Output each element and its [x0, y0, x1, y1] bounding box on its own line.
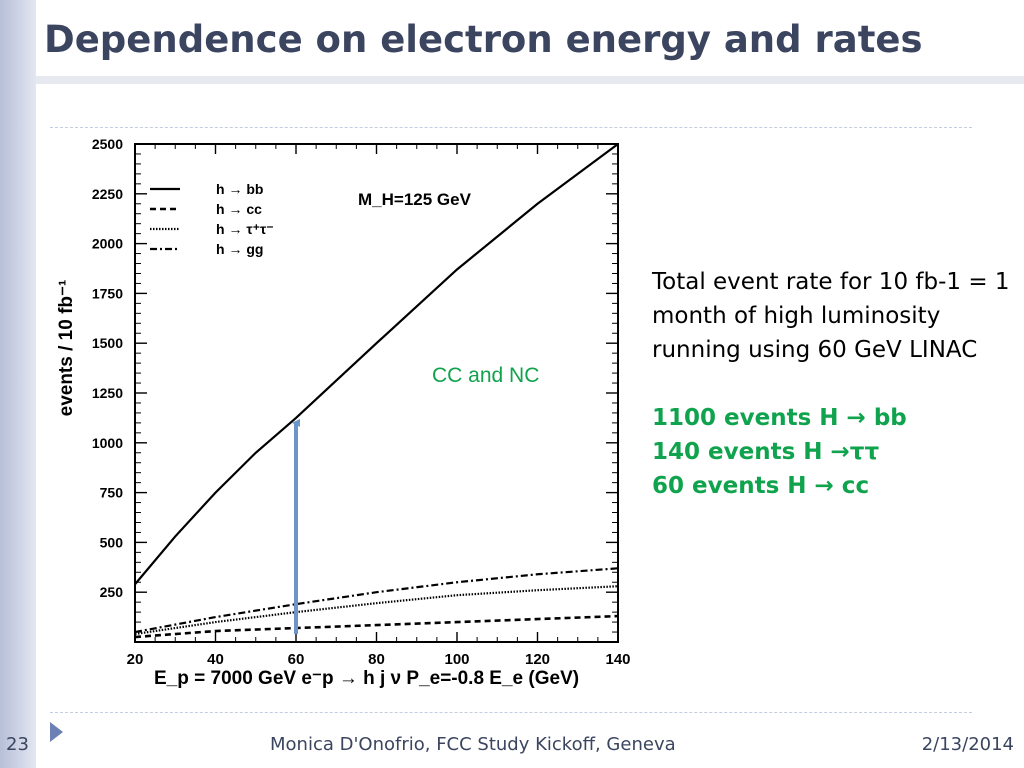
bottom-divider [50, 712, 972, 713]
page-title: Dependence on electron energy and rates [44, 18, 923, 61]
y-tick-label: 1500 [92, 335, 123, 351]
events-chart: 20 40 60 80 100 120 140 250 500 750 1000 1250 1500 17… [56, 136, 631, 689]
x-tick-label: 80 [368, 651, 385, 668]
top-divider [50, 127, 972, 128]
x-tick-label: 140 [605, 651, 630, 668]
x-tick-label: 120 [525, 651, 550, 668]
series-line-1 [134, 614, 619, 639]
y-tick-label: 2000 [92, 236, 123, 252]
legend-label-2: h → τ⁺τ⁻ [216, 221, 274, 237]
series-line-2 [134, 585, 619, 636]
footer-date: 2/13/2014 [921, 734, 1014, 755]
y-tick-label: 250 [100, 584, 124, 600]
highlight-tautau: 140 events H →ττ [652, 439, 880, 465]
slide-number: 23 [6, 734, 29, 755]
description-panel: Total event rate for 10 fb-1 = 1 month o… [652, 265, 1012, 503]
y-tick-label: 1750 [92, 285, 123, 301]
legend-label-1: h → cc [216, 201, 262, 217]
x-tick-label: 40 [207, 651, 224, 668]
description-text: Total event rate for 10 fb-1 = 1 month o… [652, 269, 1010, 363]
series-line-0 [134, 143, 619, 585]
y-tick-label: 2250 [92, 186, 123, 202]
series-line-3 [134, 567, 619, 634]
y-tick-label: 1250 [92, 385, 123, 401]
x-tick-label: 100 [444, 651, 469, 668]
cc-nc-annotation: CC and NC [432, 364, 539, 387]
plot-frame [134, 143, 619, 643]
mass-annotation: M_H=125 GeV [358, 190, 472, 209]
footer-text: Monica D'Onofrio, FCC Study Kickoff, Gen… [270, 734, 676, 755]
highlight-cc: 60 events H → cc [652, 473, 870, 499]
legend-label-0: h → bb [216, 181, 263, 197]
y-axis-label: events / 10 fb⁻¹ [56, 280, 77, 417]
legend-label-3: h → gg [216, 241, 263, 257]
y-tick-label: 500 [100, 534, 124, 550]
highlight-bb: 1100 events H → bb [652, 405, 907, 431]
next-slide-arrow-icon[interactable] [50, 722, 63, 742]
sidebar-bar [0, 0, 36, 768]
y-tick-label: 1000 [92, 435, 123, 451]
title-underline [36, 76, 1024, 84]
x-axis-label: E_p = 7000 GeV e⁻p → h j ν P_e=-0.8 E_e … [154, 668, 579, 689]
x-tick-label: 20 [127, 651, 144, 668]
y-tick-label: 2500 [92, 136, 123, 152]
y-tick-label: 750 [100, 485, 124, 501]
x-tick-label: 60 [288, 651, 305, 668]
